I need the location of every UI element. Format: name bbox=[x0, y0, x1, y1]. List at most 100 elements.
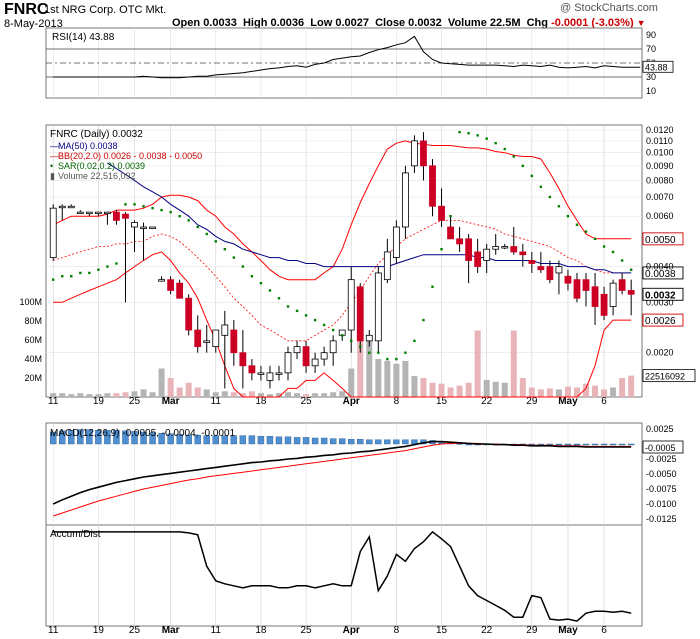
candle-body bbox=[302, 346, 310, 367]
price-tick-label: 0.0020 bbox=[646, 348, 674, 358]
sar-dot bbox=[539, 185, 543, 189]
macd-histogram-bar bbox=[59, 430, 66, 445]
sar-dot bbox=[602, 245, 606, 248]
volume-bar bbox=[456, 385, 463, 397]
legend-symbol: — bbox=[50, 141, 59, 151]
x-tick-label: 19 bbox=[93, 396, 105, 407]
volume-bar bbox=[474, 330, 481, 397]
price-last-box bbox=[642, 313, 684, 327]
sar-dot bbox=[79, 271, 82, 275]
candle-body bbox=[402, 172, 409, 228]
macd-histogram-bar bbox=[158, 433, 165, 445]
macd-histogram-bar bbox=[555, 443, 563, 446]
rsi-tick-label: 70 bbox=[646, 44, 656, 54]
candle-body bbox=[492, 246, 500, 250]
volume-bar bbox=[366, 335, 373, 397]
candle-body bbox=[501, 246, 509, 249]
bb-upper-line bbox=[52, 140, 632, 281]
x-tick-label: 15 bbox=[436, 396, 448, 407]
candle-body bbox=[194, 329, 202, 348]
volume-bar bbox=[221, 391, 228, 397]
candle-body bbox=[140, 226, 147, 229]
volume-bar bbox=[194, 387, 201, 397]
sar-dot bbox=[422, 318, 425, 322]
macd-histogram-bar bbox=[275, 436, 283, 445]
x-tick-label: May bbox=[558, 625, 578, 636]
macd-histogram-bar bbox=[140, 431, 147, 445]
candle-body bbox=[67, 205, 75, 209]
price-last-box bbox=[642, 287, 684, 301]
candle-body bbox=[564, 275, 572, 284]
rsi-title: RSI(14) 43.88 bbox=[52, 32, 115, 43]
volume-bar bbox=[104, 393, 111, 397]
volume-bar bbox=[50, 393, 57, 397]
sar-dot bbox=[395, 357, 398, 361]
high-label: High bbox=[242, 17, 268, 29]
volume-bar bbox=[519, 378, 526, 397]
price-boxed-label: 0.0050 bbox=[645, 235, 676, 246]
macd-histogram-bar bbox=[212, 435, 219, 445]
candle-body bbox=[284, 352, 292, 374]
candle-body bbox=[510, 246, 518, 253]
volume-last-box bbox=[642, 369, 696, 383]
x-tick-label: Apr bbox=[343, 396, 360, 407]
sar-dot bbox=[386, 357, 389, 361]
sar-dot bbox=[70, 275, 73, 278]
candle-body bbox=[94, 211, 102, 215]
volume-bar bbox=[266, 394, 273, 397]
macd-histogram-bar bbox=[149, 432, 156, 445]
volume-bar bbox=[384, 360, 391, 397]
sar-dot bbox=[61, 275, 64, 278]
price-tick-label: 0.0120 bbox=[646, 125, 674, 135]
candle-body bbox=[329, 340, 337, 354]
macd-tick-label: -0.0075 bbox=[646, 484, 677, 494]
down-arrow-icon: ▼ bbox=[636, 18, 646, 28]
sar-dot bbox=[223, 248, 226, 251]
candle-body bbox=[49, 207, 57, 258]
legend-entry: MA(50) 0.0038 bbox=[58, 141, 118, 151]
volume-bar bbox=[185, 382, 192, 397]
x-tick-label: 25 bbox=[301, 396, 313, 407]
volume-bar bbox=[176, 387, 183, 397]
volume-tick-label: 100M bbox=[19, 297, 42, 307]
sar-dot bbox=[458, 130, 461, 134]
macd-histogram-bar bbox=[609, 443, 617, 446]
rsi-tick-label: 90 bbox=[646, 30, 656, 40]
sar-dot bbox=[142, 205, 145, 208]
candle-body bbox=[176, 282, 184, 299]
candle-body bbox=[474, 251, 482, 267]
macd-histogram-bar bbox=[627, 443, 635, 446]
volume-bar bbox=[438, 383, 445, 397]
volume-bar bbox=[86, 394, 93, 397]
price-tick-label: 0.0040 bbox=[646, 262, 674, 272]
sar-dot bbox=[133, 203, 136, 206]
volume-tick-label: 40M bbox=[24, 354, 42, 364]
macd-histogram-bar bbox=[375, 439, 382, 445]
sar-dot bbox=[530, 174, 534, 178]
volume-bar bbox=[140, 389, 147, 397]
legend-symbol: ▮ bbox=[50, 171, 55, 181]
candle-body bbox=[456, 238, 463, 245]
x-tick-label: 29 bbox=[526, 396, 538, 407]
candle-body bbox=[365, 334, 373, 342]
candle-body bbox=[122, 213, 129, 219]
sar-dot bbox=[52, 278, 55, 281]
macd-histogram-bar bbox=[600, 443, 608, 446]
sar-dot bbox=[368, 351, 371, 354]
macd-histogram-bar bbox=[68, 430, 75, 445]
candle-body bbox=[212, 329, 220, 348]
price-tick-label: 0.0070 bbox=[646, 192, 674, 202]
candle-body bbox=[429, 165, 436, 207]
x-tick-label: 11 bbox=[211, 625, 222, 636]
volume-bar bbox=[275, 393, 282, 397]
price-title: FNRC (Daily) 0.0032 bbox=[50, 129, 143, 140]
sar-dot bbox=[359, 345, 362, 348]
macd-last-box bbox=[642, 440, 684, 454]
candle-body bbox=[203, 340, 211, 343]
volume-value: 22.5M bbox=[489, 17, 521, 29]
volume-bar bbox=[330, 392, 337, 397]
sar-dot bbox=[187, 219, 190, 222]
volume-bar bbox=[628, 375, 635, 397]
macd-tick-label: 0.0025 bbox=[646, 424, 674, 434]
sar-dot bbox=[350, 339, 353, 343]
